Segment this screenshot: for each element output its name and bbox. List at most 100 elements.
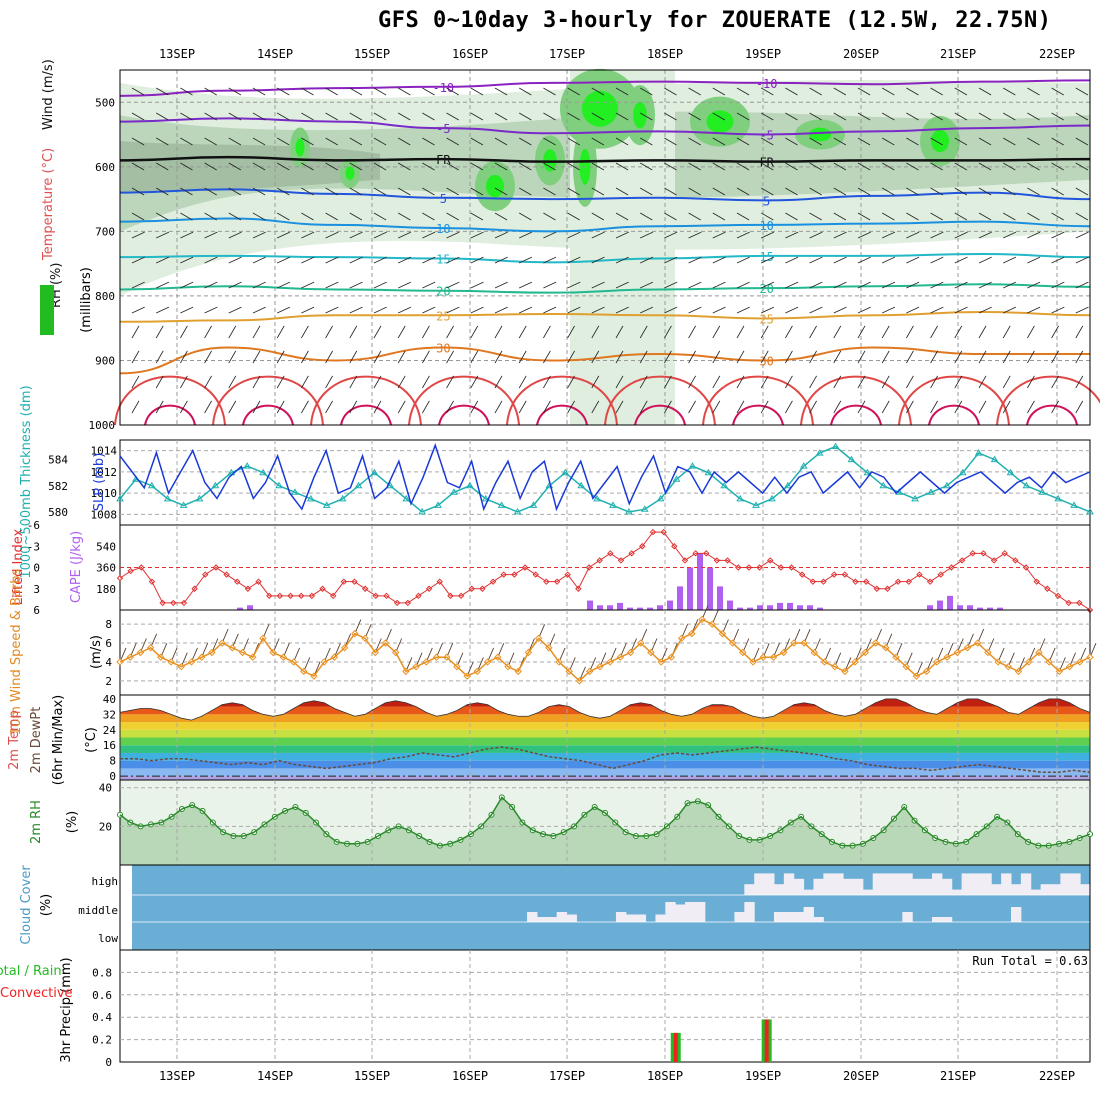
wind-barb [1027, 306, 1041, 314]
isotherm-label: 15 [436, 252, 450, 266]
wind-tick: 2 [105, 675, 112, 688]
wind-barb [906, 325, 914, 339]
wind-barb [494, 281, 508, 289]
wind-barb [640, 162, 653, 171]
wind-barb [543, 162, 556, 171]
wind-barb [736, 350, 745, 364]
date-label-bottom: 17SEP [549, 1069, 585, 1083]
wind-barb [204, 137, 217, 146]
date-label-bottom: 18SEP [647, 1069, 683, 1083]
wind-barb [422, 112, 435, 121]
wind-barb [736, 137, 750, 146]
slp-tick: 1014 [91, 445, 118, 458]
wind-barb [543, 350, 551, 364]
wind-barb [470, 306, 484, 314]
wind-barb [252, 325, 261, 339]
wind-barb [373, 281, 387, 289]
wind-barb [228, 87, 242, 96]
wind-barb [1051, 281, 1065, 289]
wind-barb [398, 137, 411, 146]
wind-barb [518, 325, 527, 339]
wind-barb [228, 400, 237, 414]
rh2m-label: 2m RH [29, 800, 44, 844]
cape-bar [727, 600, 733, 610]
wind-barb [204, 212, 217, 221]
chart-title: GFS 0~10day 3-hourly for ZOUERATE (12.5W… [378, 8, 1052, 33]
wind-barb [664, 112, 677, 121]
cloud-bg [132, 865, 1090, 950]
wind-barb [591, 325, 600, 339]
wind-barb [373, 350, 382, 364]
wind-tick: 8 [105, 618, 112, 631]
wind-barb [978, 400, 987, 414]
wind-barb [591, 306, 605, 314]
wind-barb [446, 231, 460, 239]
wind-barb [761, 306, 775, 314]
wind-barb [252, 162, 266, 171]
wind-barb [446, 375, 454, 389]
wind-barb [252, 400, 261, 414]
cloud-cell-high [823, 873, 834, 895]
wind-barb [615, 325, 624, 339]
date-label-top: 22SEP [1039, 47, 1075, 61]
wind-barb [131, 281, 145, 289]
wind-barb [688, 281, 702, 289]
rh-moist-core [633, 101, 647, 129]
wind-barb [301, 325, 309, 339]
cloud-cell-middle [655, 914, 666, 922]
wind-barb [761, 212, 774, 221]
cloud-cell-middle [536, 917, 548, 922]
wind-barb [809, 162, 822, 171]
cloud-axis-label: Cloud Cover [19, 865, 34, 945]
temp-band [120, 729, 1090, 738]
cloud-cell-high [1080, 884, 1091, 895]
wind-barb [857, 112, 871, 121]
cloud-cell-middle [675, 904, 686, 922]
isotherm-label: 10 [436, 222, 450, 236]
wind-barb [1075, 350, 1084, 364]
isotherm-label: FR [436, 153, 451, 167]
thickness-point [783, 481, 792, 489]
wind-barb [809, 231, 823, 239]
wind-barb [373, 112, 387, 121]
wind-barb [882, 212, 895, 221]
wind-barb [736, 306, 750, 314]
wind-barb [809, 212, 822, 221]
wind-barb [1051, 137, 1064, 146]
cape-bar [747, 607, 753, 610]
wind-barb [1027, 137, 1040, 146]
wind-barb [640, 112, 653, 121]
cape-bar [777, 602, 783, 610]
isotherm-line [119, 155, 1091, 163]
wind-barb [180, 137, 193, 146]
wind-barb [398, 162, 411, 171]
wind-barb [155, 162, 169, 171]
wind-barb [156, 306, 170, 314]
cloud-cell-high [773, 884, 785, 895]
cape-bar [587, 600, 593, 610]
cape-bar [787, 602, 793, 610]
temp-contour-warm [996, 375, 1100, 426]
wind-barb [954, 231, 968, 239]
wind-barb [277, 212, 290, 221]
wind-barb [882, 137, 895, 146]
wind-barb [1027, 325, 1035, 339]
cloud-cell-middle [546, 917, 558, 922]
cape-bar [797, 605, 803, 610]
wind-barb [978, 162, 992, 171]
precip-tick: 0.2 [92, 1034, 112, 1047]
wind-barb [591, 231, 605, 239]
wind-barb [446, 350, 454, 364]
cloud-cell-high [783, 873, 795, 895]
wind-barb [906, 137, 919, 146]
wind-barb [131, 400, 140, 414]
wind-barb [252, 231, 266, 239]
wind-barb [712, 187, 726, 196]
wind-barb [857, 162, 871, 171]
cape-bar [987, 607, 993, 610]
wind-barb [446, 187, 459, 196]
cloud-cell-high [931, 873, 943, 895]
wind-barb [180, 231, 194, 239]
cloud-cell-high [882, 873, 893, 895]
wind-barb [494, 306, 508, 314]
